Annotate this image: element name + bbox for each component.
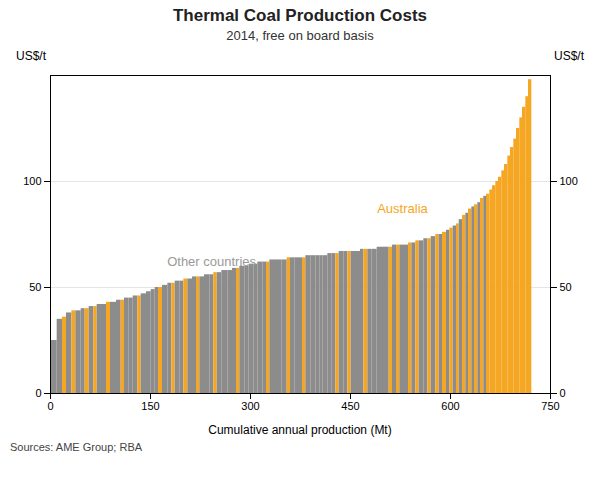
html-text:US$/t: US$/t [16,49,46,63]
html-text:Cumulative annual production (: Cumulative annual production (Mt) [208,423,392,437]
svg-text:100: 100 [23,175,41,187]
svg-text:0: 0 [560,387,566,399]
svg-text:300: 300 [241,400,259,412]
svg-text:0: 0 [35,387,41,399]
svg-text:750: 750 [541,400,559,412]
svg-text:50: 50 [560,281,572,293]
html-text:2014, free on board basis: 2014, free on board basis [226,28,374,43]
svg-text:150: 150 [141,400,159,412]
svg-text:Australia: Australia [377,201,428,216]
svg-text:50: 50 [29,281,41,293]
svg-text:100: 100 [560,175,578,187]
svg-text:450: 450 [341,400,359,412]
svg-text:600: 600 [441,400,459,412]
html-text:Thermal Coal Production Costs: Thermal Coal Production Costs [173,6,427,25]
html-text:Sources: AME Group; RBA: Sources: AME Group; RBA [10,441,143,453]
svg-text:0: 0 [47,400,53,412]
html-text:US$/t: US$/t [554,49,584,63]
svg-text:Other countries: Other countries [167,254,256,269]
